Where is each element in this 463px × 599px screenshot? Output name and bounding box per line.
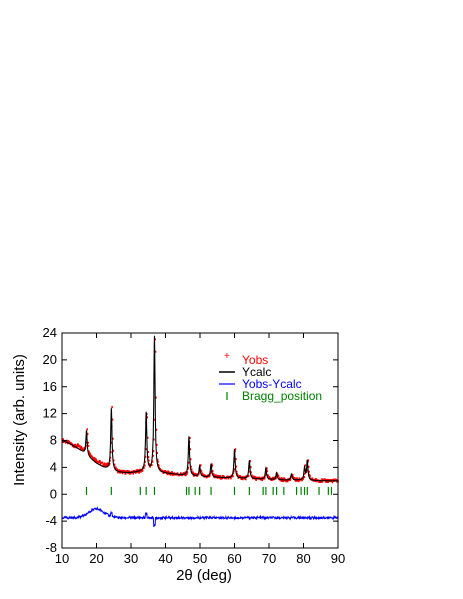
x-tick-label: 80 [296, 551, 310, 566]
x-tick-label: 10 [55, 551, 69, 566]
legend-label-ycalc: Ycalc [242, 365, 271, 379]
x-tick-label: 50 [193, 551, 207, 566]
plot-frame [61, 332, 339, 549]
x-tick-label: 30 [124, 551, 138, 566]
x-tick-label: 90 [331, 551, 345, 566]
x-tick-label: 20 [89, 551, 103, 566]
axes [61, 332, 339, 549]
y-tick-label: 24 [43, 325, 57, 340]
legend: + Yobs Ycalc Yobs-Ycalc Bragg_position [219, 351, 322, 403]
y-tick-label: -4 [45, 513, 57, 528]
legend-label-diff: Yobs-Ycalc [242, 377, 302, 391]
data-layer [61, 335, 339, 528]
x-tick-label: 40 [158, 551, 172, 566]
legend-label-yobs: Yobs [242, 353, 268, 367]
series-yobs [62, 338, 339, 484]
tick-labels: 10 20 30 40 50 60 70 80 90 -8 -4 0 4 8 12 16 20 24 [43, 325, 346, 566]
series-ycalc [61, 335, 338, 482]
y-tick-label: 20 [43, 352, 57, 367]
legend-marker-yobs: + [224, 351, 230, 362]
y-tick-label: 8 [50, 433, 57, 448]
x-axis-title: 2θ (deg) [176, 567, 232, 584]
series-yobs-ycalc [61, 506, 339, 528]
legend-label-bragg: Bragg_position [242, 389, 322, 403]
y-tick-label: 12 [43, 406, 57, 421]
y-axis-title: Intensity (arb. units) [11, 354, 28, 486]
y-tick-label: 0 [50, 486, 57, 501]
x-tick-label: 70 [262, 551, 276, 566]
y-tick-label: 16 [43, 379, 57, 394]
y-tick-label: -8 [45, 540, 57, 555]
x-tick-label: 60 [227, 551, 241, 566]
y-tick-label: 4 [50, 459, 57, 474]
